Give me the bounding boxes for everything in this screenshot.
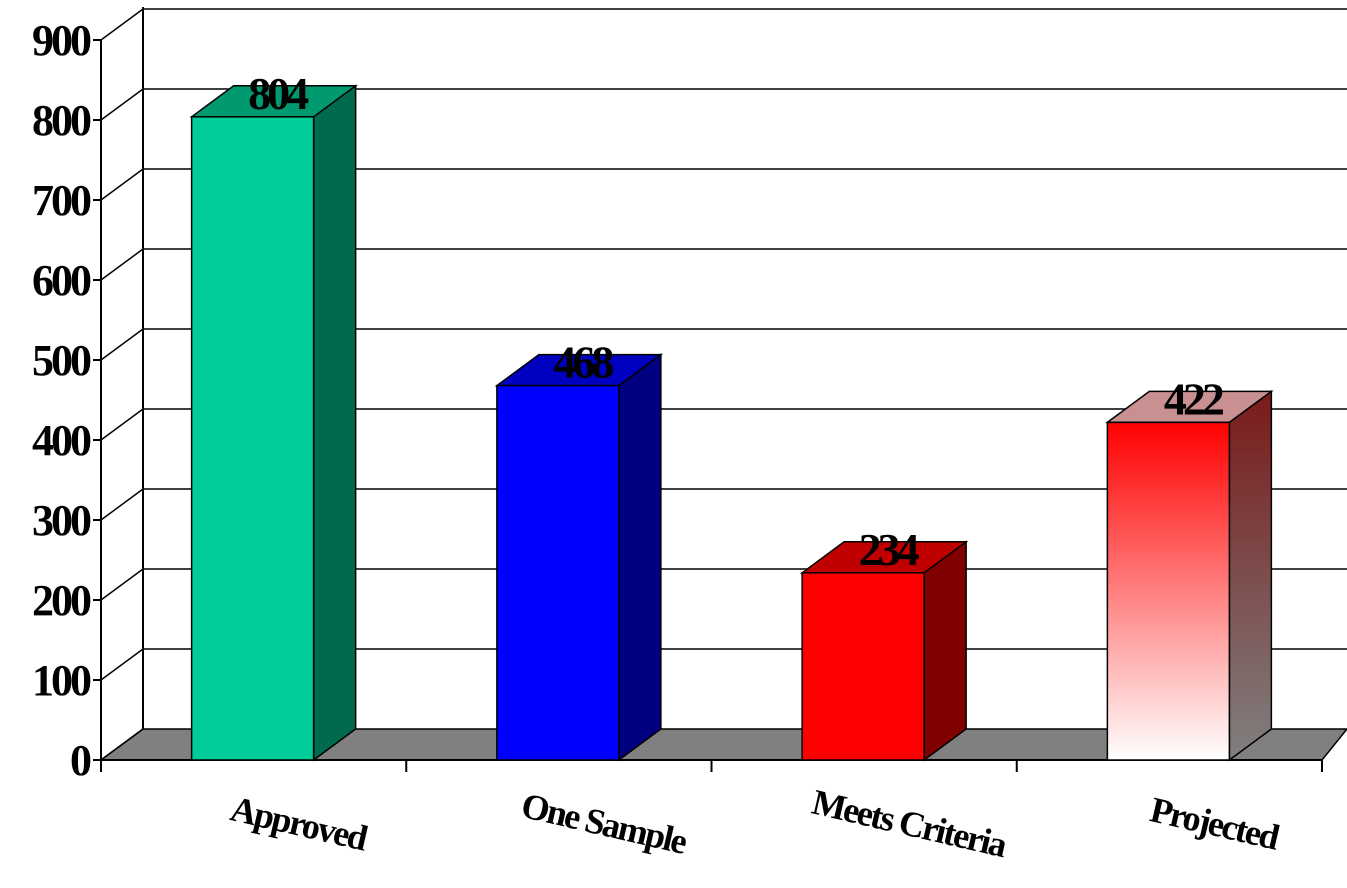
y-tick-label: 100 [32,656,91,705]
x-tick-label: One Sample [518,785,692,862]
y-tick-label: 800 [32,96,91,145]
y-tick-label: 600 [32,256,91,305]
side-wall-line [100,328,144,361]
side-wall-line [100,8,144,41]
side-wall-line [100,248,144,281]
y-tick-label: 400 [32,416,91,465]
data-label: 468 [553,337,613,388]
side-wall-line [100,88,144,121]
bar-side [923,540,967,762]
side-wall-line [100,488,144,521]
x-tick-label: Meets Criteria [808,782,1011,866]
y-tick-label: 900 [32,16,91,65]
y-tick-label: 500 [32,336,91,385]
bar-side [618,353,662,762]
y-tick-label: 700 [32,176,91,225]
bar [1106,421,1231,761]
data-label: 422 [1164,373,1224,424]
data-label: 234 [859,524,920,575]
side-wall-line [100,728,144,761]
y-tick-label: 200 [32,576,91,625]
y-tick-label: 0 [70,736,91,785]
side-wall-line [100,168,144,201]
x-tick-label: Projected [1147,789,1284,857]
bar [496,384,620,761]
bar-side [1228,389,1273,762]
bars [189,84,1274,762]
data-label: 804 [248,68,309,119]
y-tick-label: 300 [32,496,91,545]
side-wall-line [100,408,144,441]
bar [801,572,925,761]
bar-side [312,84,357,762]
bar [190,116,315,761]
side-wall-line [100,648,144,681]
side-wall-line [100,568,144,601]
x-tick-label: Approved [227,788,372,858]
